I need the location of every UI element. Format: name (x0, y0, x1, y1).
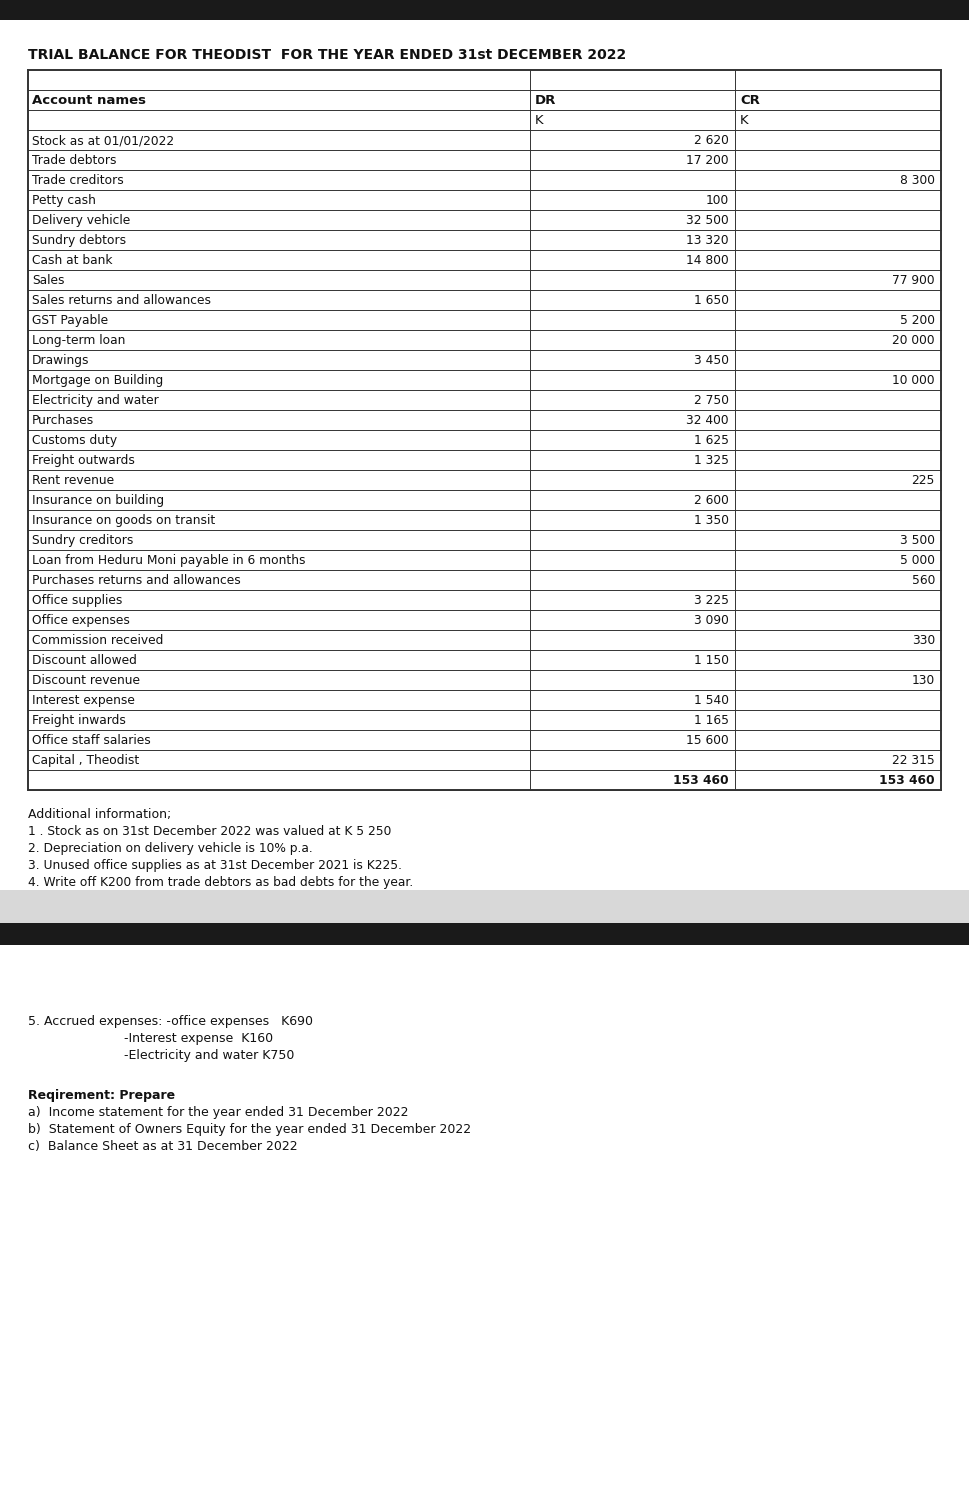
Text: Sales: Sales (32, 274, 65, 286)
Text: Rent revenue: Rent revenue (32, 474, 114, 488)
Text: -Interest expense  K160: -Interest expense K160 (28, 1032, 273, 1045)
Text: 5 200: 5 200 (900, 315, 935, 327)
Text: Discount revenue: Discount revenue (32, 674, 140, 687)
Text: K: K (535, 113, 544, 127)
Text: 3 450: 3 450 (694, 353, 729, 367)
Bar (28, 70, 941, 790)
Text: 10 000: 10 000 (892, 374, 935, 388)
Text: Cash at bank: Cash at bank (32, 253, 112, 267)
Text: Loan from Heduru Moni payable in 6 months: Loan from Heduru Moni payable in 6 month… (32, 555, 305, 567)
Text: 2. Depreciation on delivery vehicle is 10% p.a.: 2. Depreciation on delivery vehicle is 1… (28, 842, 313, 854)
Text: Office supplies: Office supplies (32, 593, 122, 607)
Text: 153 460: 153 460 (880, 774, 935, 787)
Text: Reqirement: Prepare: Reqirement: Prepare (28, 1088, 175, 1102)
Text: 1 165: 1 165 (694, 714, 729, 728)
Text: Trade creditors: Trade creditors (32, 174, 124, 186)
Text: 32 500: 32 500 (686, 215, 729, 227)
Text: Freight outwards: Freight outwards (32, 453, 135, 467)
Text: 3 090: 3 090 (694, 614, 729, 628)
Text: 560: 560 (912, 574, 935, 587)
Bar (0, 945, 969, 1491)
Text: 153 460: 153 460 (673, 774, 729, 787)
Text: 2 750: 2 750 (694, 394, 729, 407)
Text: 2 600: 2 600 (694, 494, 729, 507)
Text: 225: 225 (912, 474, 935, 488)
Text: 2 620: 2 620 (694, 134, 729, 148)
Text: Insurance on building: Insurance on building (32, 494, 164, 507)
Text: Discount allowed: Discount allowed (32, 655, 137, 666)
Text: 1 650: 1 650 (694, 294, 729, 307)
Text: Drawings: Drawings (32, 353, 89, 367)
Text: DR: DR (535, 94, 556, 107)
Text: 20 000: 20 000 (892, 334, 935, 347)
Text: Insurance on goods on transit: Insurance on goods on transit (32, 514, 215, 526)
Text: 5. Accrued expenses: -office expenses   K690: 5. Accrued expenses: -office expenses K6… (28, 1015, 313, 1027)
Text: 3 225: 3 225 (694, 593, 729, 607)
Text: 3. Unused office supplies as at 31st December 2021 is K225.: 3. Unused office supplies as at 31st Dec… (28, 859, 402, 872)
Text: 1 325: 1 325 (694, 453, 729, 467)
Text: TRIAL BALANCE FOR THEODIST  FOR THE YEAR ENDED 31st DECEMBER 2022: TRIAL BALANCE FOR THEODIST FOR THE YEAR … (28, 48, 626, 63)
Text: Petty cash: Petty cash (32, 194, 96, 207)
Text: Customs duty: Customs duty (32, 434, 117, 447)
Text: -Electricity and water K750: -Electricity and water K750 (28, 1050, 295, 1062)
Text: Delivery vehicle: Delivery vehicle (32, 215, 130, 227)
Text: 1 540: 1 540 (694, 693, 729, 707)
Text: K: K (740, 113, 749, 127)
Text: Electricity and water: Electricity and water (32, 394, 159, 407)
Text: Freight inwards: Freight inwards (32, 714, 126, 728)
Text: 1 150: 1 150 (694, 655, 729, 666)
Text: CR: CR (740, 94, 760, 107)
Text: 77 900: 77 900 (892, 274, 935, 286)
Text: Capital , Theodist: Capital , Theodist (32, 754, 140, 766)
Text: Purchases returns and allowances: Purchases returns and allowances (32, 574, 240, 587)
Text: 100: 100 (705, 194, 729, 207)
Text: 32 400: 32 400 (686, 414, 729, 426)
Text: Trade debtors: Trade debtors (32, 154, 116, 167)
Text: Office staff salaries: Office staff salaries (32, 734, 151, 747)
Text: b)  Statement of Owners Equity for the year ended 31 December 2022: b) Statement of Owners Equity for the ye… (28, 1123, 471, 1136)
Text: 22 315: 22 315 (892, 754, 935, 766)
Text: 14 800: 14 800 (686, 253, 729, 267)
Text: Interest expense: Interest expense (32, 693, 135, 707)
Text: Mortgage on Building: Mortgage on Building (32, 374, 163, 388)
Text: a)  Income statement for the year ended 31 December 2022: a) Income statement for the year ended 3… (28, 1106, 409, 1120)
Text: Account names: Account names (32, 94, 146, 107)
Text: 5 000: 5 000 (900, 555, 935, 567)
Text: 1 625: 1 625 (694, 434, 729, 447)
Text: 130: 130 (912, 674, 935, 687)
Text: 4. Write off K200 from trade debtors as bad debts for the year.: 4. Write off K200 from trade debtors as … (28, 877, 413, 889)
Text: 1 . Stock as on 31st December 2022 was valued at K 5 250: 1 . Stock as on 31st December 2022 was v… (28, 825, 391, 838)
Text: 15 600: 15 600 (686, 734, 729, 747)
Text: Stock as at 01/01/2022: Stock as at 01/01/2022 (32, 134, 174, 148)
Bar (0, 0, 969, 19)
Text: Office expenses: Office expenses (32, 614, 130, 628)
Bar (0, 923, 969, 945)
Text: 17 200: 17 200 (686, 154, 729, 167)
Text: c)  Balance Sheet as at 31 December 2022: c) Balance Sheet as at 31 December 2022 (28, 1141, 297, 1153)
Text: Commission received: Commission received (32, 634, 164, 647)
Text: Sales returns and allowances: Sales returns and allowances (32, 294, 211, 307)
Text: Purchases: Purchases (32, 414, 94, 426)
Text: 330: 330 (912, 634, 935, 647)
Text: Long-term loan: Long-term loan (32, 334, 125, 347)
Bar (0, 19, 969, 890)
Text: 8 300: 8 300 (900, 174, 935, 186)
Text: Sundry debtors: Sundry debtors (32, 234, 126, 248)
Text: 1 350: 1 350 (694, 514, 729, 526)
Text: Sundry creditors: Sundry creditors (32, 534, 134, 547)
Text: GST Payable: GST Payable (32, 315, 109, 327)
Text: Additional information;: Additional information; (28, 808, 172, 822)
Text: 3 500: 3 500 (900, 534, 935, 547)
Text: 13 320: 13 320 (686, 234, 729, 248)
